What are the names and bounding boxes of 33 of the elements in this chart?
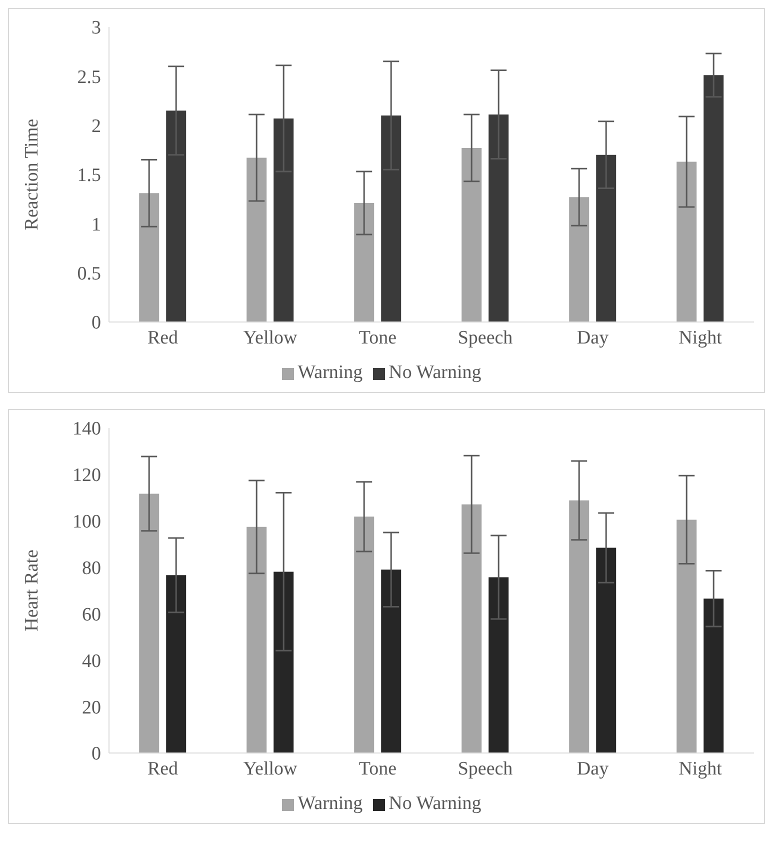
y-tick-label: 100 bbox=[72, 512, 101, 533]
y-axis-title: Heart Rate bbox=[22, 550, 43, 632]
y-axis-title: Reaction Time bbox=[22, 118, 43, 230]
x-tick-label: Speech bbox=[458, 758, 514, 780]
y-tick-label: 0 bbox=[92, 744, 101, 765]
x-tick-label: Speech bbox=[458, 327, 514, 348]
x-tick-label: Night bbox=[678, 327, 723, 348]
legend-label: No Warning bbox=[388, 793, 482, 814]
x-tick-label: Day bbox=[576, 327, 610, 348]
y-tick-label: 60 bbox=[82, 604, 101, 626]
x-tick-label: Night bbox=[678, 758, 723, 780]
legend-label: Warning bbox=[298, 362, 363, 383]
legend-label: No Warning bbox=[388, 362, 482, 383]
y-tick-label: 2 bbox=[92, 116, 101, 138]
x-tick-label: Tone bbox=[358, 758, 397, 780]
x-tick-label: Tone bbox=[358, 327, 397, 348]
legend-label: Warning bbox=[298, 793, 363, 814]
y-tick-label: 1 bbox=[92, 214, 101, 236]
x-tick-label: Red bbox=[147, 327, 179, 348]
y-tick-label: 0.5 bbox=[77, 264, 101, 285]
x-tick-label: Red bbox=[147, 758, 179, 780]
y-tick-label: 0 bbox=[92, 312, 101, 334]
y-tick-label: 20 bbox=[82, 697, 101, 718]
y-tick-label: 120 bbox=[72, 465, 101, 486]
x-tick-label: Yellow bbox=[243, 758, 298, 780]
y-tick-label: 40 bbox=[82, 650, 101, 672]
y-tick-label: 1.5 bbox=[77, 165, 101, 186]
x-tick-label: Yellow bbox=[243, 327, 298, 348]
y-tick-label: 3 bbox=[92, 18, 101, 39]
y-tick-label: 80 bbox=[82, 558, 101, 580]
y-tick-label: 140 bbox=[72, 418, 101, 440]
x-tick-label: Day bbox=[576, 758, 610, 780]
y-tick-label: 2.5 bbox=[77, 66, 101, 88]
